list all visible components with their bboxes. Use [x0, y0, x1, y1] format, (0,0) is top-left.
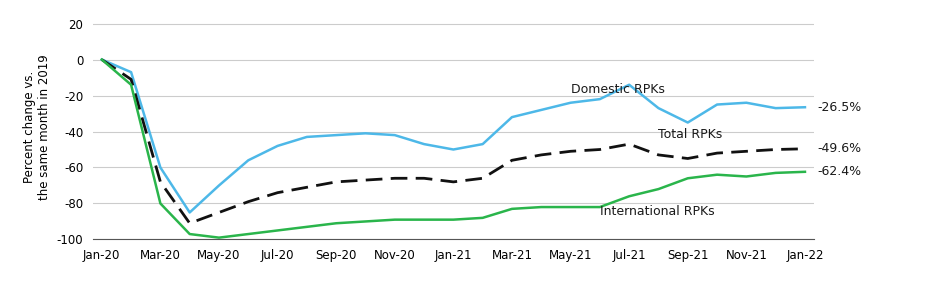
Y-axis label: Percent change vs.
the same month in 2019: Percent change vs. the same month in 201… [23, 54, 51, 200]
Text: -49.6%: -49.6% [817, 142, 861, 155]
Text: Total RPKs: Total RPKs [658, 128, 723, 140]
Text: Domestic RPKs: Domestic RPKs [571, 83, 664, 95]
Text: -26.5%: -26.5% [817, 101, 861, 114]
Text: -62.4%: -62.4% [817, 165, 861, 178]
Text: International RPKs: International RPKs [600, 205, 714, 218]
